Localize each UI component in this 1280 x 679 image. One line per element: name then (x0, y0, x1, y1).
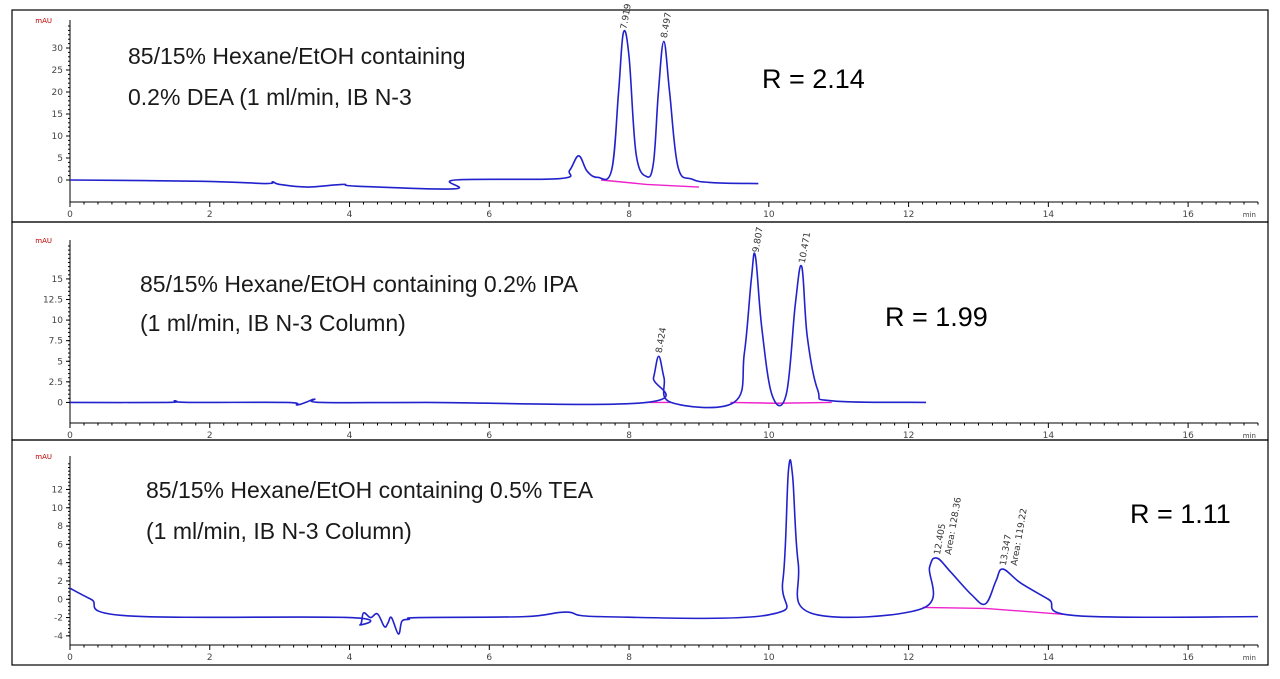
x-unit-label: min (1243, 432, 1256, 440)
x-tick-label: 8 (626, 653, 632, 663)
x-tick-label: 12 (903, 210, 914, 220)
chromatogram-trace (69, 29, 759, 190)
y-tick-label: 0 (57, 176, 63, 186)
x-tick-label: 6 (486, 653, 492, 663)
x-tick-label: 4 (347, 653, 353, 663)
x-tick-label: 10 (763, 653, 775, 663)
x-tick-label: 8 (626, 431, 632, 441)
integration-baseline (730, 401, 832, 404)
chromatogram-trace (69, 459, 1259, 635)
y-tick-label: 25 (52, 66, 63, 76)
y-tick-label: 10 (52, 132, 64, 142)
x-tick-label: 6 (486, 431, 492, 441)
y-unit-label: mAU (35, 237, 52, 245)
x-tick-label: 14 (1043, 653, 1055, 663)
x-tick-label: 4 (347, 210, 353, 220)
condition-annotation: 85/15% Hexane/EtOH containing 0.5% TEA (146, 477, 594, 503)
x-tick-label: 10 (763, 431, 775, 441)
condition-annotation: 85/15% Hexane/EtOH containing 0.2% IPA (140, 271, 579, 297)
peak-label: 9.807 (751, 226, 765, 253)
resolution-label: R = 1.99 (885, 302, 988, 332)
panel-3: 0 2 4 6 8 10 12 14 16 min-4-2024681012mAU12.405Ar… (11, 439, 1269, 666)
x-tick-label: 4 (347, 431, 353, 441)
condition-annotation: (1 ml/min, IB N-3 Column) (140, 310, 406, 336)
x-tick-label: 12 (903, 431, 914, 441)
y-tick-label: 30 (52, 44, 64, 54)
y-tick-label: 15 (52, 275, 63, 285)
panel-1: 0 2 4 6 8 10 12 14 16 min 0 5 10 15 20 25 30 mAU 7.919 8.49… (11, 3, 1269, 223)
y-tick-label: -2 (54, 614, 63, 624)
x-unit-label: min (1243, 211, 1256, 219)
x-tick-label: 0 (67, 431, 73, 441)
condition-annotation: (1 ml/min, IB N-3 Column) (146, 518, 412, 544)
y-tick-label: 2.5 (49, 378, 63, 388)
y-tick-label: 2 (57, 577, 63, 587)
x-tick-label: 8 (626, 210, 632, 220)
x-tick-label: 16 (1182, 653, 1194, 663)
peak-label: 8.424 (655, 326, 669, 353)
x-tick-label: 14 (1043, 210, 1055, 220)
x-tick-label: 12 (903, 653, 914, 663)
x-tick-label: 2 (207, 210, 213, 220)
x-tick-label: 10 (763, 210, 775, 220)
integration-baseline (601, 179, 699, 188)
y-tick-label: 10 (52, 504, 64, 514)
condition-annotation: 85/15% Hexane/EtOH containing (128, 43, 466, 69)
peak-label: 10.471 (798, 231, 813, 264)
panel-border (11, 9, 1269, 223)
condition-annotation: 0.2% DEA (1 ml/min, IB N-3 (128, 84, 412, 110)
y-tick-label: 15 (52, 110, 63, 120)
x-tick-label: 2 (207, 653, 213, 663)
y-tick-label: 4 (57, 559, 63, 569)
panel-border (11, 439, 1269, 666)
y-tick-label: 10 (52, 316, 64, 326)
y-tick-label: 7.5 (49, 337, 63, 347)
y-tick-label: 5 (57, 357, 63, 367)
y-tick-label: 6 (57, 540, 63, 550)
x-tick-label: 2 (207, 431, 213, 441)
y-tick-label: 0 (57, 398, 63, 408)
peak-label: 8.497 (660, 12, 674, 39)
y-tick-label: 12.5 (43, 296, 63, 306)
y-tick-label: 5 (57, 154, 63, 164)
x-unit-label: min (1243, 654, 1256, 662)
peak-label: 7.919 (620, 3, 634, 30)
x-tick-label: 0 (67, 210, 73, 220)
chromatogram-trace (69, 252, 927, 409)
x-tick-label: 6 (486, 210, 492, 220)
resolution-label: R = 2.14 (762, 64, 865, 94)
integration-baseline (922, 606, 1070, 616)
panel-2: 0 2 4 6 8 10 12 14 16 min 0 2.5 5 7.5 10 12.5 15 mAU 8.424… (11, 221, 1269, 441)
y-unit-label: mAU (35, 17, 52, 25)
y-tick-label: 12 (52, 485, 63, 495)
x-tick-label: 0 (67, 653, 73, 663)
y-tick-label: 20 (52, 88, 64, 98)
x-tick-label: 16 (1182, 431, 1194, 441)
y-unit-label: mAU (35, 453, 52, 461)
x-tick-label: 16 (1182, 210, 1194, 220)
y-tick-label: 8 (57, 522, 63, 532)
x-tick-label: 14 (1043, 431, 1055, 441)
y-tick-label: -4 (54, 632, 63, 642)
y-tick-label: 0 (57, 595, 63, 605)
resolution-label: R = 1.11 (1130, 499, 1231, 529)
